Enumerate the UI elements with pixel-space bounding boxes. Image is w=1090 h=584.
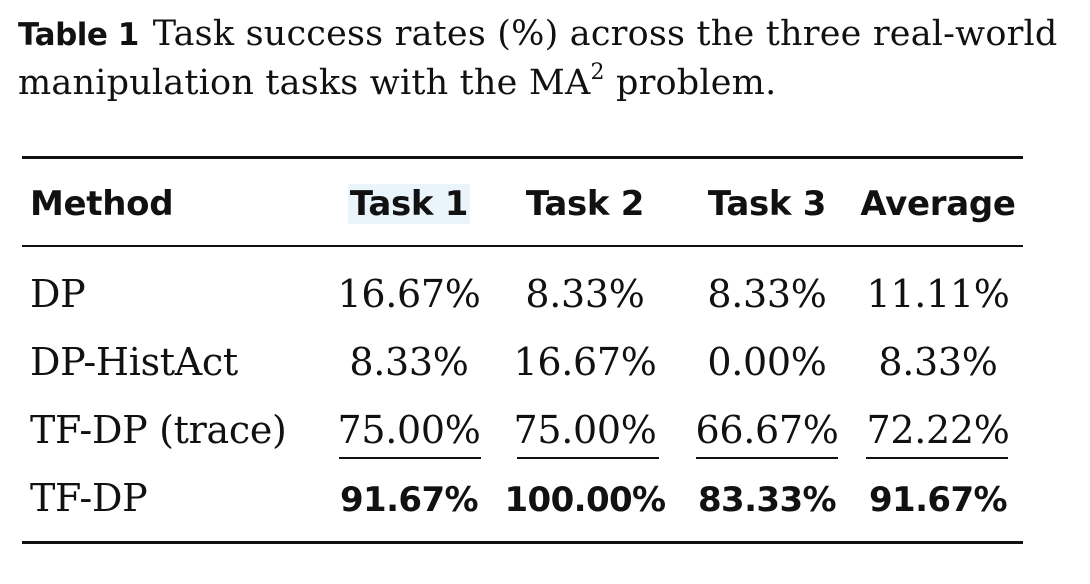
table-cell: 8.33% — [878, 340, 998, 384]
caption-text: Task success rates (%) across the three … — [18, 14, 1058, 103]
underline-mark — [866, 457, 1008, 459]
header-task-3: Task 3 — [707, 184, 827, 224]
header-task-1: Task 1 — [334, 184, 484, 224]
underline-mark — [517, 457, 659, 459]
row-method: DP — [30, 272, 86, 316]
table-cell: 11.11% — [866, 272, 1010, 316]
table-cell-underlined: 66.67% — [695, 408, 839, 452]
row-method: TF-DP (trace) — [30, 408, 287, 452]
table-top-rule — [22, 156, 1023, 159]
table-cell-bold: 91.67% — [339, 480, 479, 520]
underline-mark — [339, 457, 481, 459]
row-method: TF-DP — [30, 476, 148, 520]
table-cell-underlined: 72.22% — [866, 408, 1010, 452]
caption-superscript: 2 — [590, 60, 605, 85]
table-cell: 8.33% — [525, 272, 645, 316]
header-average: Average — [860, 184, 1016, 224]
table-cell: 8.33% — [707, 272, 827, 316]
row-method: DP-HistAct — [30, 340, 238, 384]
table-caption: Table 1 Task success rates (%) across the… — [18, 10, 1078, 107]
table-cell-underlined: 75.00% — [337, 408, 481, 452]
header-method: Method — [30, 184, 174, 224]
table-cell: 8.33% — [349, 340, 469, 384]
header-task-2: Task 2 — [525, 184, 645, 224]
table-cell-bold: 83.33% — [697, 480, 837, 520]
table-cell: 16.67% — [513, 340, 657, 384]
table-header-rule — [22, 245, 1023, 247]
caption-text-end: problem. — [604, 63, 777, 103]
table-cell: 16.67% — [337, 272, 481, 316]
table-cell-bold: 100.00% — [504, 480, 666, 520]
underline-mark — [696, 457, 838, 459]
table-label: Table 1 — [18, 17, 139, 53]
table-bottom-rule — [22, 541, 1023, 544]
header-task-1-text: Task 1 — [347, 184, 471, 224]
table-cell: 0.00% — [707, 340, 827, 384]
table-cell-bold: 91.67% — [868, 480, 1008, 520]
table-cell-underlined: 75.00% — [513, 408, 657, 452]
